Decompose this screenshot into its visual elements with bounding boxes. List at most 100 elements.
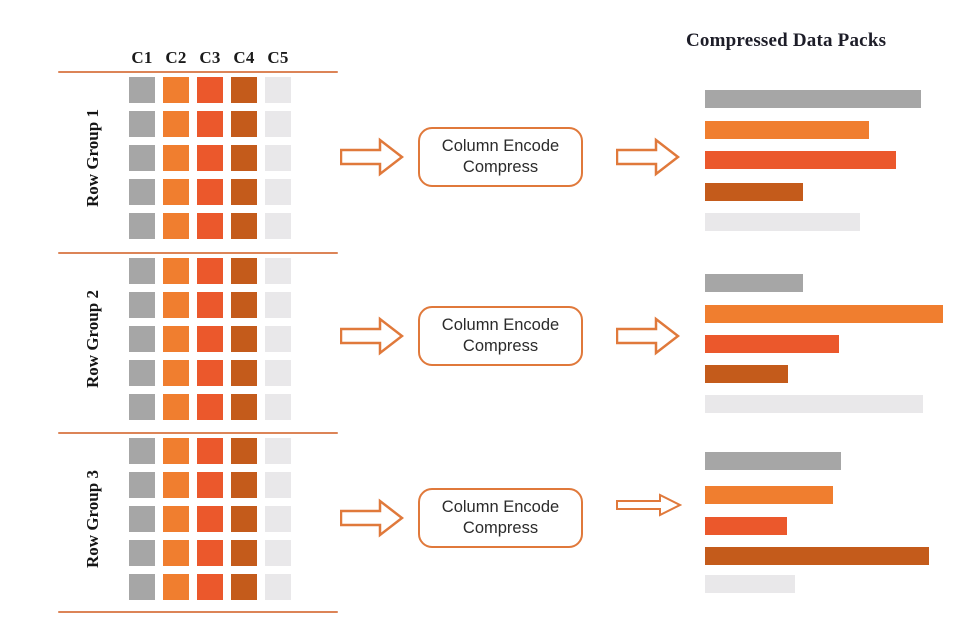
matrix-cell [129,292,155,318]
pack-bar [705,335,839,353]
matrix-cell [197,360,223,386]
pack-bar [705,183,803,201]
pack-bar [705,486,833,504]
pack-bar [705,151,896,169]
matrix-cell [129,574,155,600]
box-label-line1: Column Encode [441,136,560,155]
encode-compress-box: Column Encode Compress [418,127,583,187]
pack-bar [705,305,943,323]
matrix-cell [231,472,257,498]
matrix-cell [231,292,257,318]
matrix-cell [265,360,291,386]
matrix-cell [163,472,189,498]
matrix-cell [197,292,223,318]
matrix-cell [197,179,223,205]
matrix-cell [231,179,257,205]
matrix-cell [129,540,155,566]
matrix-cell [163,111,189,137]
row-group-label: Row Group 3 [83,470,102,568]
box-label-line2: Compress [462,519,539,537]
matrix-cell [163,77,189,103]
matrix-cell [265,574,291,600]
group-separator-line [58,71,338,73]
matrix-cell [163,506,189,532]
matrix-cell [231,145,257,171]
pack-bar [705,575,795,593]
box-label-line2: Compress [462,337,539,355]
matrix-cell [197,540,223,566]
column-header-label: C2 [165,48,187,67]
matrix-cell [129,179,155,205]
pack-bar [705,547,929,565]
matrix-cell [231,213,257,239]
matrix-cell [129,258,155,284]
matrix-cell [231,111,257,137]
encode-compress-box: Column Encode Compress [418,488,583,548]
matrix-cell [265,540,291,566]
matrix-cell [265,145,291,171]
encode-compress-box: Column Encode Compress [418,306,583,366]
row-group-label: Row Group 2 [83,290,102,388]
matrix-cell [265,213,291,239]
flow-arrow-icon [615,316,681,361]
matrix-cell [265,438,291,464]
pack-bar [705,213,860,231]
matrix-cell [163,145,189,171]
flow-arrow-icon [339,137,405,182]
flow-arrow-icon [616,492,683,523]
matrix-cell [129,506,155,532]
matrix-cell [163,258,189,284]
pack-bar [705,365,788,383]
box-label-line1: Column Encode [441,497,560,516]
pack-bar [705,90,921,108]
matrix-cell [129,111,155,137]
matrix-cell [163,326,189,352]
matrix-cell [197,438,223,464]
row-group-label: Row Group 1 [83,109,102,207]
matrix-cell [197,506,223,532]
matrix-cell [129,360,155,386]
matrix-cell [231,394,257,420]
matrix-cell [197,394,223,420]
matrix-cell [197,213,223,239]
matrix-cell [197,574,223,600]
pack-bar [705,517,787,535]
pack-bar [705,274,803,292]
matrix-cell [129,326,155,352]
column-header-label: C3 [199,48,221,67]
matrix-cell [265,77,291,103]
matrix-cell [129,213,155,239]
group-separator-line [58,611,338,613]
matrix-cell [265,506,291,532]
matrix-cell [265,179,291,205]
matrix-cell [231,540,257,566]
compressed-packs-title: Compressed Data Packs [686,30,887,51]
pack-bar [705,121,869,139]
matrix-cell [129,145,155,171]
matrix-cell [129,77,155,103]
matrix-cell [265,292,291,318]
pack-bar [705,395,923,413]
matrix-cell [163,292,189,318]
flow-arrow-icon [339,316,405,361]
matrix-cell [163,360,189,386]
flow-arrow-icon [615,137,681,182]
matrix-cell [197,258,223,284]
column-header-label: C4 [233,48,255,67]
matrix-cell [163,394,189,420]
matrix-cell [265,326,291,352]
matrix-cell [231,574,257,600]
matrix-cell [231,258,257,284]
group-separator-line [58,252,338,254]
matrix-cell [231,326,257,352]
box-label-line1: Column Encode [441,315,560,334]
matrix-cell [163,574,189,600]
group-separator-line [58,432,338,434]
column-header-label: C5 [267,48,289,67]
column-header-label: C1 [131,48,153,67]
matrix-cell [163,213,189,239]
matrix-cell [163,438,189,464]
matrix-cell [197,111,223,137]
box-label-line2: Compress [462,158,539,176]
